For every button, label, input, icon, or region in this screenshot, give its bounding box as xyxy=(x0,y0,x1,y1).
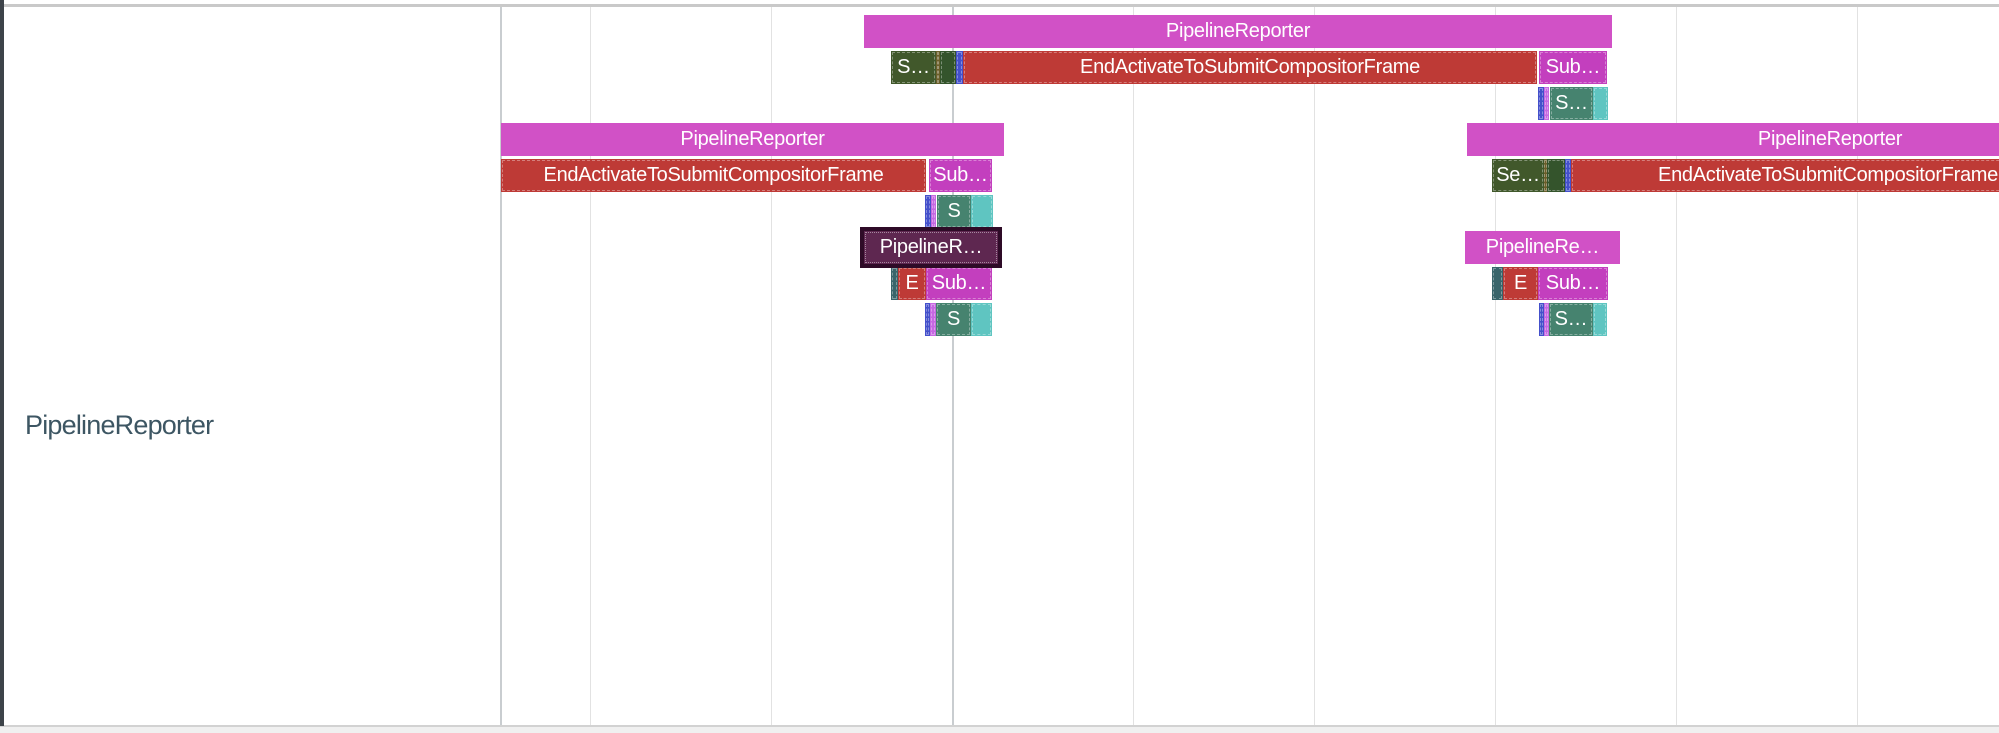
slice-s-green[interactable]: S… xyxy=(891,51,936,84)
gridline xyxy=(500,7,502,725)
slice-label: Se… xyxy=(1496,164,1540,186)
slice-green-2[interactable] xyxy=(1547,159,1565,192)
slice-violet-sliver[interactable] xyxy=(1544,87,1549,120)
slice-cyan[interactable] xyxy=(1593,303,1607,336)
slice-blue-sliver[interactable] xyxy=(925,195,931,228)
slice-sub[interactable]: Sub… xyxy=(1538,267,1608,300)
window-left-edge xyxy=(0,0,4,726)
slice-s-teal[interactable]: S… xyxy=(1549,303,1593,336)
slice-darkteal-sliver[interactable] xyxy=(1492,267,1503,300)
slice-label: PipelineReporter xyxy=(1165,20,1311,42)
slice-label: PipelineRe… xyxy=(1485,236,1600,258)
slice-label: S… xyxy=(1555,92,1588,114)
slice-label: EndActivateToSubmitCompositorFrame xyxy=(1658,164,1998,186)
slice-green-divider[interactable] xyxy=(936,51,940,84)
gridline xyxy=(590,7,591,725)
slice-s-teal[interactable]: S xyxy=(937,195,971,228)
slice-label: E xyxy=(1513,272,1528,294)
slice-label: EndActivateToSubmitCompositorFrame xyxy=(1080,56,1420,78)
slice-label: PipelineReporter xyxy=(680,128,825,150)
slice-label: PipelineR… xyxy=(879,236,983,258)
slice-label: E xyxy=(905,272,919,294)
slice-sub[interactable]: Sub… xyxy=(929,159,992,192)
slice-label: PipelineReporter xyxy=(1757,128,1903,150)
slice-pipeline-reporter[interactable]: PipelineReporter xyxy=(1467,123,1999,156)
slice-label: S xyxy=(946,308,961,330)
slice-sub[interactable]: Sub… xyxy=(926,267,992,300)
gridline xyxy=(1133,7,1134,725)
slice-cyan[interactable] xyxy=(971,303,992,336)
slice-cyan[interactable] xyxy=(971,195,993,228)
slice-green-2[interactable] xyxy=(940,51,956,84)
slice-violet-sliver[interactable] xyxy=(931,195,936,228)
slice-end-activate-to-submit-compositor-frame[interactable]: EndActivateToSubmitCompositorFrame xyxy=(963,51,1537,84)
slice-s-teal[interactable]: S… xyxy=(1550,87,1593,120)
slice-sub[interactable]: Sub… xyxy=(1539,51,1607,84)
slice-blue-sliver[interactable] xyxy=(1539,303,1544,336)
slice-s-teal[interactable]: S xyxy=(936,303,971,336)
slice-violet-sliver[interactable] xyxy=(1544,303,1549,336)
track-bottom-border xyxy=(0,725,1999,727)
slice-e-red[interactable]: E xyxy=(898,267,926,300)
slice-label: S… xyxy=(1554,308,1588,330)
gridline xyxy=(952,7,954,725)
slice-end-activate-to-submit-compositor-frame[interactable]: EndActivateToSubmitCompositorFrame xyxy=(1571,159,1999,192)
slice-blue-sliver[interactable] xyxy=(925,303,930,336)
slice-green-divider[interactable] xyxy=(1544,159,1547,192)
selected-slice-inner-outline xyxy=(865,232,997,263)
timeline-top-border xyxy=(0,4,1999,7)
slice-blue-sliver[interactable] xyxy=(956,51,963,84)
slice-label: Sub… xyxy=(931,272,987,294)
slice-pipeline-reporter[interactable]: PipelineRe… xyxy=(1465,231,1620,264)
slice-label: Sub… xyxy=(1545,56,1601,78)
panel-below-track xyxy=(0,727,1999,733)
gridline xyxy=(1857,7,1858,725)
gridline xyxy=(1314,7,1315,725)
slice-blue-sliver[interactable] xyxy=(1565,159,1571,192)
slice-label: EndActivateToSubmitCompositorFrame xyxy=(543,164,884,186)
track-title: PipelineReporter xyxy=(25,410,214,440)
slice-darkteal-sliver[interactable] xyxy=(891,267,898,300)
slice-violet-sliver[interactable] xyxy=(930,303,936,336)
gridline xyxy=(1676,7,1677,725)
slice-label: Sub… xyxy=(933,164,988,186)
slice-e-red[interactable]: E xyxy=(1503,267,1538,300)
gridline xyxy=(771,7,772,725)
slice-label: S xyxy=(947,200,961,222)
slice-pipeline-reporter-selected[interactable]: PipelineR… xyxy=(860,227,1002,268)
slice-label: S… xyxy=(897,56,930,78)
slice-se-green[interactable]: Se… xyxy=(1492,159,1544,192)
slice-cyan[interactable] xyxy=(1593,87,1608,120)
gridline xyxy=(1495,7,1496,725)
slice-pipeline-reporter[interactable]: PipelineReporter xyxy=(864,15,1612,48)
slice-end-activate-to-submit-compositor-frame[interactable]: EndActivateToSubmitCompositorFrame xyxy=(501,159,926,192)
slice-pipeline-reporter[interactable]: PipelineReporter xyxy=(501,123,1004,156)
slice-label: Sub… xyxy=(1545,272,1601,294)
slice-blue-sliver[interactable] xyxy=(1538,87,1544,120)
